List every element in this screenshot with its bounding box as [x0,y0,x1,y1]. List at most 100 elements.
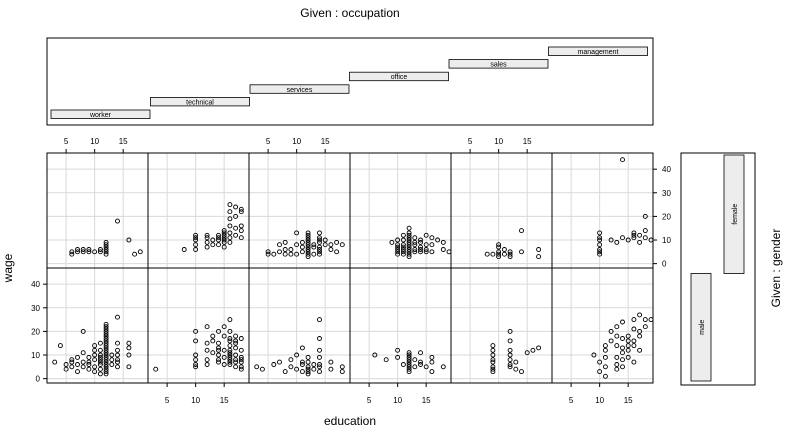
data-point [524,350,530,356]
data-point [92,249,98,255]
data-point [620,350,625,356]
data-point [406,350,412,356]
panel-frame [46,267,149,384]
data-point [305,354,311,360]
data-point [429,235,435,241]
data-point [490,366,496,372]
data-point [103,371,109,377]
data-point [103,359,109,365]
data-point [501,247,507,252]
data-point [92,357,98,363]
data-point [103,321,109,327]
data-point [602,347,608,353]
data-point [507,364,513,370]
data-point [406,239,412,245]
occupation-bar-office [349,71,449,82]
data-point [299,249,305,255]
data-point [406,357,412,363]
data-point [288,357,294,363]
panel-frame [551,267,654,384]
data-point [597,359,603,365]
data-point [103,239,109,245]
data-point [132,251,138,257]
data-point [507,251,513,257]
data-point [614,354,620,360]
data-point [507,362,513,367]
data-point [216,235,221,241]
data-point [328,242,334,248]
data-point [507,357,513,363]
data-point [227,336,233,341]
data-point [597,251,603,257]
data-point [75,362,80,367]
data-point [406,244,412,250]
data-point [305,232,311,238]
data-point [227,209,233,215]
data-point [418,362,423,367]
data-point [193,247,199,252]
data-point [221,230,227,236]
data-point [305,237,311,243]
data-point [238,228,244,234]
data-point [80,359,86,365]
data-point [238,357,244,363]
y-tick-label: 0 [662,260,667,269]
data-point [86,359,92,365]
data-point [305,359,311,365]
data-point [109,352,115,358]
data-point [490,347,496,353]
data-point [103,350,109,356]
data-point [75,369,80,375]
x-tick-label: 5 [468,137,473,146]
data-point [204,362,210,367]
data-point [620,357,625,363]
data-point [126,364,132,370]
data-point [233,213,239,219]
data-point [372,352,378,358]
data-point [507,338,513,344]
data-point [193,237,199,243]
data-point [423,364,429,370]
data-point [227,362,233,367]
data-point [418,350,423,356]
data-point [181,247,187,252]
x-tick-label: 15 [119,137,128,146]
data-point [423,249,429,255]
data-point [103,333,109,339]
data-point [75,249,80,255]
data-point [126,237,132,243]
data-point [103,366,109,372]
data-point [429,249,435,255]
data-point [221,232,227,238]
data-point [259,366,265,372]
data-point [282,239,288,245]
data-point [305,254,311,260]
data-point [204,244,210,250]
data-point [490,251,496,257]
data-point [412,239,418,245]
data-point [311,251,317,257]
data-point [501,251,507,257]
data-point [153,366,159,372]
data-point [204,357,210,363]
data-point [80,364,86,370]
data-point [642,235,648,241]
data-point [221,362,227,367]
data-point [216,328,221,334]
data-point [322,237,328,243]
data-point [238,235,244,241]
data-point [103,362,109,367]
y-tick-label: 30 [31,304,40,313]
data-point [435,237,441,243]
y-axis-label: wage [1,253,15,283]
data-point [440,239,446,245]
data-point [238,223,244,229]
data-point [227,350,233,356]
data-point [614,343,620,349]
data-point [238,366,244,372]
data-point [418,359,423,365]
data-point [221,237,227,243]
gender-bar-label: female [732,204,739,225]
data-point [103,324,109,330]
data-point [204,239,210,245]
